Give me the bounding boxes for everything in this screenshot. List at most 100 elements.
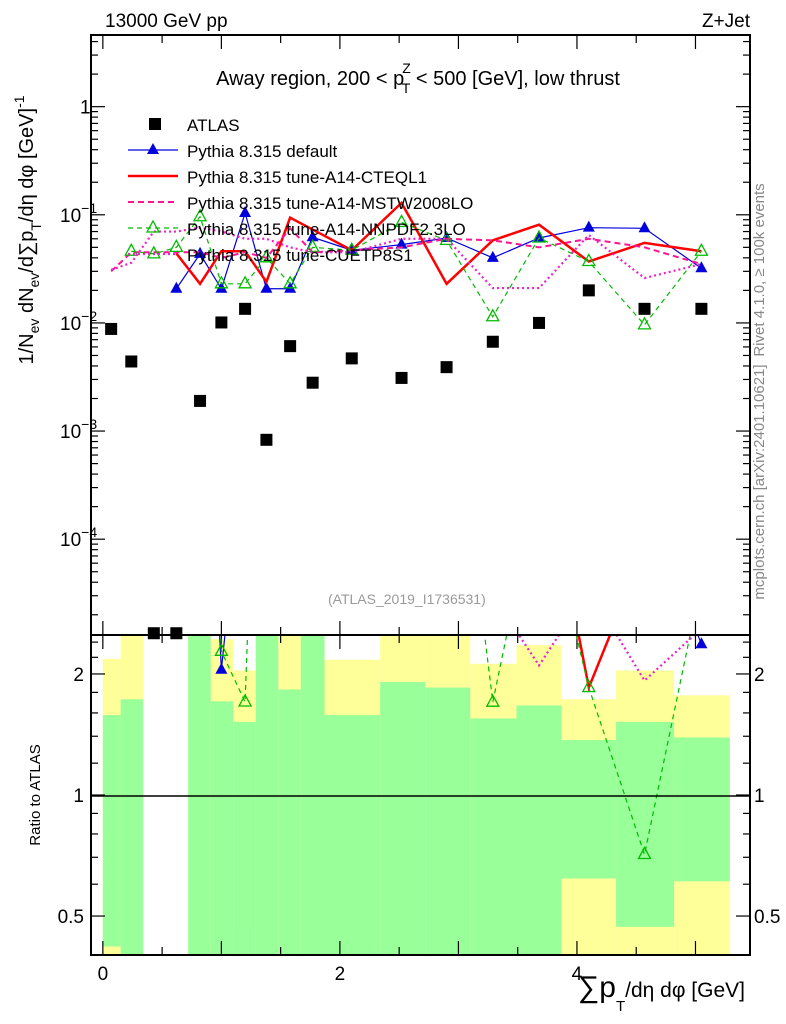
legend-label: ATLAS [187, 116, 240, 135]
legend: ATLAS Pythia 8.315 default Pythia 8.315 tu… [128, 116, 473, 265]
analysis-watermark: (ATLAS_2019_I1736531) [328, 591, 486, 607]
pythia-8-315-default-point [260, 281, 273, 293]
ratio-tick-label-left: 0.5 [58, 907, 84, 928]
y-tick-label: 10−1 [60, 200, 97, 227]
x-tick-label: 4 [572, 964, 583, 985]
atlas-data-point [284, 340, 297, 353]
green-uncertainty-band [425, 687, 471, 955]
pythia-8-315-default-ratio-point [695, 637, 708, 649]
green-uncertainty-band [300, 635, 325, 955]
atlas-data-point [215, 316, 228, 329]
green-uncertainty-band [470, 718, 517, 955]
pythia-8-315-tune-a14-nnpdf2-3lo-point [283, 275, 298, 289]
pythia-8-315-tune-cuetp8s1-ratio-line [517, 635, 697, 683]
legend-label: Pythia 8.315 tune-CUETP8S1 [187, 246, 413, 265]
ratio-tick-label-right: 1 [754, 786, 765, 807]
atlas-data-point [194, 394, 207, 407]
pythia-8-315-default-point [638, 221, 651, 233]
chart-marks [105, 200, 709, 860]
pythia-8-315-tune-a14-nnpdf2-3lo-ratio-point [581, 679, 596, 693]
series-0 [170, 205, 708, 674]
ratio-tick-label-right: 2 [754, 665, 765, 686]
pythia-8-315-tune-a14-nnpdf2-3lo-point [694, 242, 709, 256]
pythia-8-315-default-point [194, 246, 207, 258]
pythia-8-315-tune-a14-nnpdf2-3lo-line [131, 215, 702, 326]
series-4 [110, 226, 702, 683]
pythia-8-315-tune-a14-nnpdf2-3lo-ratio-point [214, 642, 229, 656]
atlas-data-point [695, 302, 708, 315]
pythia-8-315-default-point [695, 261, 708, 273]
atlas-data-point [125, 355, 138, 368]
legend-atlas-marker [149, 118, 161, 130]
atlas-data-point [486, 335, 499, 348]
x-tick-label: 2 [335, 964, 346, 985]
green-uncertainty-band [233, 721, 256, 955]
pythia-8-315-tune-a14-nnpdf2-3lo-ratio-point [237, 693, 253, 707]
y-tick-label: 10−3 [60, 416, 97, 443]
legend-label: Pythia 8.315 tune-A14-NNPDF2.3LO [187, 220, 466, 239]
ratio-tick-label-left: 1 [73, 786, 84, 807]
green-uncertainty-band [120, 699, 144, 955]
series-1 [175, 200, 702, 692]
green-uncertainty-band [102, 715, 121, 947]
atlas-data-point [533, 316, 546, 329]
atlas-data-point [260, 433, 273, 446]
y-tick-label: 10−2 [60, 308, 97, 335]
pythia-8-315-tune-a14-nnpdf2-3lo-point [581, 253, 596, 267]
green-uncertainty-band [255, 635, 279, 955]
beam-label: 13000 GeV pp [105, 11, 228, 32]
green-uncertainty-band [188, 635, 211, 955]
green-uncertainty-band [278, 689, 301, 955]
legend-label: Pythia 8.315 tune-A14-MSTW2008LO [187, 194, 473, 213]
mcplots-label: mcplots.cern.ch [arXiv:2401.10621] [751, 364, 768, 599]
pythia-8-315-default-point [239, 205, 252, 217]
pythia-8-315-tune-a14-nnpdf2-3lo-point [305, 238, 320, 252]
pythia-8-315-default-point [306, 230, 319, 242]
x-tick-label: 0 [98, 964, 109, 985]
y-tick-label: 1 [80, 98, 91, 119]
ratio-tick-label-right: 0.5 [754, 907, 780, 928]
pythia-8-315-tune-a14-nnpdf2-3lo-ratio-point [637, 846, 652, 860]
legend-label: Pythia 8.315 default [187, 142, 338, 161]
pythia-8-315-tune-a14-nnpdf2-3lo-point [637, 316, 652, 330]
axes: 1 10−1 10−2 10−3 10−4 0 2 4 2 2 1 1 0.5 0.5 [58, 35, 780, 985]
pythia-8-315-tune-a14-nnpdf2-3lo-point [214, 275, 229, 289]
atlas-data-point [440, 361, 453, 374]
pythia-8-315-tune-a14-nnpdf2-3lo-point [192, 208, 208, 222]
pythia-8-315-tune-a14-nnpdf2-3lo-point [169, 238, 184, 252]
pythia-8-315-tune-a14-mstw2008lo-line [110, 226, 702, 273]
atlas-data-point [345, 352, 358, 365]
pythia-8-315-default-point [533, 231, 546, 243]
ratio-tick-label-left: 2 [73, 665, 84, 686]
process-label: Z+Jet [702, 11, 751, 32]
ratio-bands [102, 635, 730, 955]
rivet-label: Rivet 4.1.0, ≥ 100k events [751, 183, 768, 356]
pythia-8-315-default-point [395, 237, 408, 249]
atlas-data-point [239, 302, 252, 315]
atlas-data-point [638, 302, 651, 315]
green-uncertainty-band [561, 740, 617, 879]
pythia-8-315-default-point [486, 250, 499, 262]
atlas-data-point [105, 322, 118, 335]
y-axis-label: 1/Nev dNev/d∑pT/dη dφ [GeV]-1 [11, 95, 44, 364]
legend-marker [147, 143, 159, 154]
green-uncertainty-band [210, 701, 234, 955]
green-uncertainty-band [516, 705, 562, 955]
green-uncertainty-band [674, 737, 730, 882]
legend-marker [145, 219, 161, 233]
pythia-8-315-default-ratio-point [215, 662, 228, 674]
series-3 [124, 208, 709, 860]
plot-title: Away region, 200 < pZ T < 500 [GeV], low … [216, 60, 620, 96]
pythia-8-315-tune-a14-nnpdf2-3lo-point [485, 308, 500, 322]
pythia-8-315-tune-a14-nnpdf2-3lo-point [124, 242, 139, 256]
pythia-8-315-tune-cuetp8s1-line [110, 226, 702, 290]
green-uncertainty-band [616, 721, 675, 927]
ratio-plot-frame [90, 634, 751, 956]
green-uncertainty-band [380, 682, 426, 955]
atlas-data-point [582, 284, 595, 297]
pythia-8-315-default-point [170, 281, 183, 293]
pythia-8-315-tune-a14-nnpdf2-3lo-point [531, 229, 547, 243]
pythia-8-315-tune-a14-nnpdf2-3lo-point [344, 241, 359, 255]
pythia-8-315-tune-a14-nnpdf2-3lo-ratio-point [485, 693, 500, 707]
